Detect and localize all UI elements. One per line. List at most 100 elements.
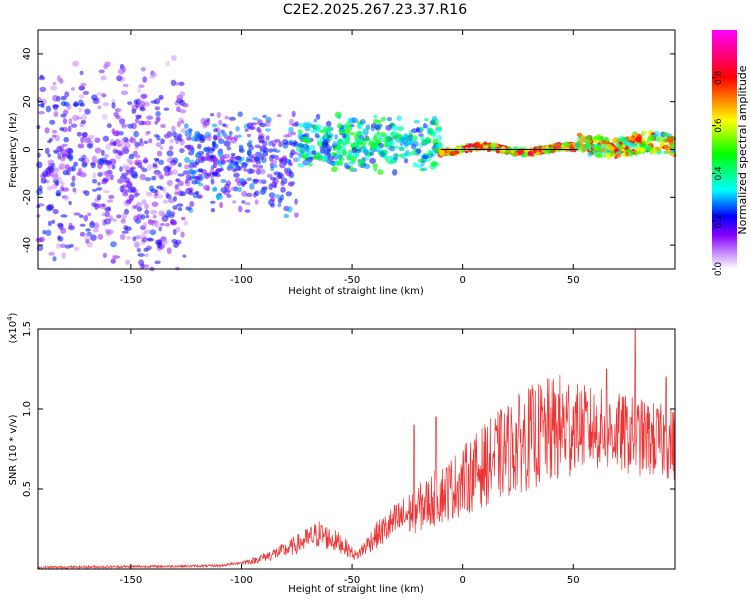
colorbar-tick-label: 0.2	[714, 214, 724, 228]
heatmap-cell	[596, 145, 601, 152]
snr-frame	[37, 328, 676, 570]
heatmap-cell	[156, 135, 161, 141]
heatmap-cell	[192, 161, 198, 168]
chart-title: C2E2.2025.267.23.37.R16	[283, 2, 467, 18]
heatmap-cell	[106, 123, 112, 129]
heatmap-cell	[119, 233, 126, 241]
heatmap-cell	[301, 136, 308, 143]
heatmap-cell	[194, 136, 200, 142]
heatmap-cell	[152, 214, 157, 219]
heatmap-cell	[583, 144, 590, 149]
heatmap-cell	[278, 141, 283, 148]
heatmap-cell	[140, 231, 147, 238]
heatmap-cell	[119, 166, 123, 172]
heatmap-cell	[84, 137, 91, 143]
heatmap-cell	[297, 129, 303, 135]
heatmap-cell	[345, 121, 352, 128]
heatmap-cell	[230, 152, 236, 157]
heatmap-cell	[211, 123, 218, 128]
snr-panel: -150 -100 -50 0 50 0.5 1.0 1.5 Height of strai…	[6, 312, 676, 595]
heatmap-cell	[67, 125, 72, 132]
heatmap-cell	[170, 159, 177, 166]
heatmap-cell	[259, 122, 267, 128]
heatmap-cell	[195, 152, 200, 159]
heatmap-cell	[72, 60, 79, 67]
heatmap-cell	[372, 163, 378, 168]
heatmap-cell	[70, 87, 75, 91]
heatmap-cell	[184, 156, 190, 163]
heatmap-y-ticks: -40 -20 0 20 40	[22, 48, 675, 253]
heatmap-cell	[104, 154, 109, 158]
heatmap-cell	[322, 139, 329, 146]
heatmap-cell	[72, 187, 77, 192]
heatmap-cell	[137, 159, 143, 165]
heatmap-cell	[176, 203, 184, 207]
heatmap-cell	[174, 81, 179, 86]
heatmap-cell	[266, 173, 273, 178]
heatmap-cell	[375, 147, 382, 151]
heatmap-cell	[238, 148, 245, 153]
heatmap-cell	[410, 150, 417, 156]
heatmap-cell	[668, 141, 674, 146]
heatmap-cell	[180, 216, 186, 221]
heatmap-cell	[356, 130, 362, 137]
heatmap-cell	[53, 111, 59, 118]
heatmap-cell	[341, 141, 347, 147]
heatmap-cell	[230, 186, 237, 191]
heatmap-cell	[114, 108, 121, 112]
heatmap-cell	[315, 113, 321, 120]
heatmap-cell	[587, 151, 593, 158]
heatmap-cell	[280, 186, 286, 193]
heatmap-cell	[73, 101, 79, 108]
heatmap-cell	[92, 172, 97, 179]
heatmap-cell	[132, 150, 138, 156]
heatmap-cell	[419, 126, 425, 132]
heatmap-cell	[387, 116, 392, 122]
heatmap-cell	[288, 162, 293, 167]
heatmap-cell	[156, 194, 164, 199]
heatmap-cell	[158, 226, 162, 232]
heatmap-cell	[184, 164, 190, 170]
heatmap-cell	[130, 186, 137, 193]
heatmap-cell	[142, 159, 149, 164]
heatmap-cell	[375, 124, 381, 130]
heatmap-cell	[336, 123, 343, 129]
heatmap-cell	[52, 94, 59, 102]
heatmap-cell	[244, 209, 251, 213]
heatmap-cell	[155, 111, 161, 117]
heatmap-cell	[92, 178, 98, 184]
heatmap-cell	[238, 205, 243, 213]
heatmap-cell	[326, 135, 332, 139]
heatmap-cell	[81, 131, 88, 138]
heatmap-cell	[58, 163, 66, 170]
heatmap-cell	[136, 248, 141, 253]
heatmap-cell	[609, 145, 615, 151]
heatmap-cell	[121, 145, 129, 153]
heatmap-cell	[54, 134, 61, 142]
heatmap-cell	[117, 178, 124, 184]
heatmap-cell	[268, 154, 274, 162]
heatmap-cell	[55, 192, 61, 197]
heatmap-cell	[431, 131, 437, 138]
heatmap-cell	[141, 199, 147, 205]
heatmap-cell	[254, 199, 259, 205]
heatmap-cell	[209, 154, 216, 159]
heatmap-cell	[159, 186, 164, 191]
heatmap-cell	[164, 222, 170, 227]
heatmap-cell	[120, 90, 129, 96]
heatmap-cell	[256, 153, 263, 157]
heatmap-cell	[382, 143, 389, 147]
heatmap-cell	[297, 123, 305, 128]
heatmap-cell	[282, 158, 286, 164]
heatmap-cell	[86, 143, 93, 149]
heatmap-cell	[621, 144, 627, 149]
heatmap-cell	[213, 162, 217, 169]
heatmap-cell	[104, 211, 110, 218]
heatmap-cell	[134, 144, 139, 150]
heatmap-cell	[435, 143, 442, 149]
heatmap-cell	[47, 220, 52, 227]
colorbar: 0.0 0.2 0.4 0.6 0.8 Normalized spectral ampl…	[712, 30, 749, 276]
heatmap-cell	[310, 150, 316, 155]
heatmap-cell	[130, 170, 138, 178]
heatmap-cell	[71, 165, 76, 172]
